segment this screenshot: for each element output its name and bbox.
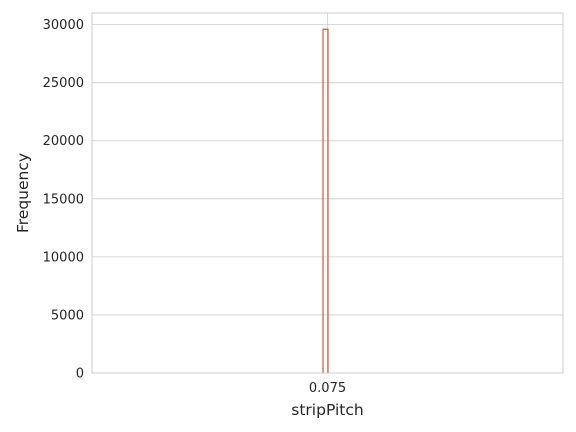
- y-tick-label: 20000: [43, 134, 84, 149]
- histogram-bar: [322, 28, 329, 373]
- plot-frame: [91, 12, 564, 374]
- y-tick-label: 0: [76, 367, 84, 382]
- x-axis-ticks: 0.075: [309, 381, 346, 396]
- y-tick-label: 5000: [51, 308, 84, 323]
- x-axis-label: stripPitch: [291, 401, 363, 419]
- y-tick-label: 15000: [43, 192, 84, 207]
- y-tick-label: 10000: [43, 250, 84, 265]
- x-tick-label: 0.075: [309, 381, 346, 396]
- bars-group: [322, 28, 329, 373]
- y-tick-label: 30000: [43, 18, 84, 33]
- y-tick-label: 25000: [43, 76, 84, 91]
- y-axis-ticks: 0 5000 10000 15000 20000 25000 30000: [43, 18, 84, 381]
- y-axis-label: Frequency: [14, 153, 32, 233]
